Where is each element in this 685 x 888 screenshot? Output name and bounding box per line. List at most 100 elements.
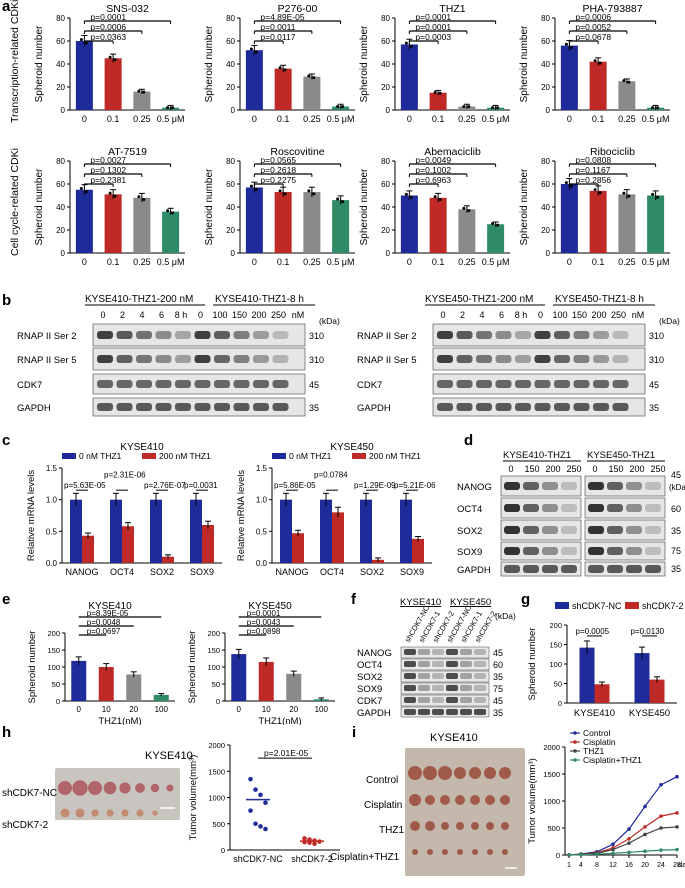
blot-band: [554, 403, 570, 411]
y-tick-label: 0: [231, 106, 236, 115]
y-tick-label: 40: [381, 60, 390, 69]
bar: [412, 538, 424, 563]
x-tick-label: 0.25: [458, 114, 476, 124]
blot-band: [446, 709, 458, 715]
blot-strip: [584, 519, 666, 541]
x-tick-label: 0.25: [133, 257, 151, 267]
blot-band: [437, 331, 453, 339]
x-tick-label: KYSE410: [574, 708, 615, 719]
tumor-image-i: [408, 766, 517, 869]
p-value: p=5.63E-05: [64, 481, 106, 490]
x-tick-label: 10: [102, 705, 111, 714]
y-tick-label: 80: [226, 157, 235, 166]
data-point: [643, 825, 647, 829]
x-tick-label: 0: [77, 705, 82, 714]
p-value: p=0.0130: [631, 627, 665, 636]
y-tick-label: 200: [207, 629, 220, 638]
y-tick-label: 50: [554, 680, 562, 689]
lane-label: 0: [592, 464, 597, 474]
y-axis-label: Spheroid number: [34, 25, 45, 102]
lane-label: 0: [100, 310, 105, 320]
blot-band: [495, 403, 512, 411]
y-tick-label: 1.5: [46, 464, 58, 473]
data-point: [491, 106, 495, 110]
blot-band: [645, 504, 661, 512]
x-tick-label: 24: [657, 862, 665, 869]
tumor: [88, 781, 102, 795]
blot-row-label: RNAP II Ser 2: [17, 331, 77, 342]
x-tick-label: 0.25: [618, 257, 636, 267]
blot-strip: [500, 519, 582, 541]
y-tick-label: 0: [546, 249, 551, 258]
p-value: p=0.0049: [415, 155, 451, 165]
tumor: [106, 809, 114, 817]
blot-row-label: GAPDH: [357, 708, 391, 719]
x-tick-label: 0.1: [592, 114, 605, 124]
panel-label-f: f: [351, 591, 356, 608]
kda-value: 310: [309, 331, 324, 341]
bar: [360, 499, 372, 563]
lane-label: 6: [499, 310, 504, 320]
data-point: [643, 849, 647, 854]
y-tick-label: 200: [47, 629, 60, 638]
tumor: [500, 795, 510, 805]
blot-strip: [400, 646, 490, 659]
data-point: [84, 190, 88, 194]
data-point: [569, 184, 573, 188]
y-tick-label: 0: [61, 249, 66, 258]
data-point: [404, 192, 408, 196]
data-point: [249, 184, 253, 188]
chart-title: SNS-032: [106, 3, 149, 15]
data-point: [611, 847, 615, 852]
y-tick-label: 0.5: [46, 527, 58, 536]
blot-band: [155, 355, 172, 363]
y-axis-label: Spheroid number: [359, 25, 370, 102]
blot-strip: [400, 670, 490, 683]
data-point: [248, 776, 253, 782]
blot-band: [645, 526, 661, 534]
data-point: [254, 50, 258, 54]
bar: [162, 211, 180, 253]
lane-label: 150: [572, 310, 587, 320]
tumor: [457, 849, 463, 855]
data-point: [108, 191, 112, 195]
data-point: [409, 44, 413, 48]
tumor: [152, 810, 158, 816]
y-tick-label: 60: [56, 37, 65, 46]
bar: [400, 44, 418, 111]
y-tick-label: 80: [226, 14, 235, 23]
x-tick-label: 0: [237, 705, 242, 714]
kda-value: 35: [493, 708, 503, 718]
bar: [332, 200, 350, 253]
x-tick-label: 0.1: [107, 114, 120, 124]
blot-band: [460, 697, 472, 703]
blot-header-1: KYSE410-THZ1-200 nM: [85, 294, 193, 305]
y-tick-label: 60: [226, 37, 235, 46]
legend-marker: [573, 749, 577, 753]
y-tick-label: 0.0: [46, 559, 58, 568]
y-tick-label: 20: [226, 83, 235, 92]
blot-band: [432, 685, 444, 691]
blot-band: [542, 504, 558, 512]
y-tick-label: 100: [47, 663, 60, 672]
x-tick-label: 0.5 μM: [482, 114, 510, 124]
x-tick-label: 0.1: [592, 257, 605, 267]
y-axis-label: Tumor volume(mm³): [527, 758, 538, 844]
data-point: [569, 46, 573, 50]
blot-band: [253, 331, 269, 339]
data-point: [627, 850, 631, 855]
x-tick-label: 10: [262, 705, 271, 714]
bar: [110, 499, 122, 563]
x-tick-label: 28: [673, 862, 681, 869]
p-value: p=0.0001: [415, 12, 451, 22]
lane-label: 6: [159, 310, 164, 320]
blot-band: [626, 504, 642, 512]
data-point: [627, 194, 631, 198]
legend-label: 0 nM THZ1: [79, 451, 122, 461]
lane-label: 0: [508, 464, 513, 474]
blot-band: [626, 526, 642, 534]
blot-band: [593, 331, 609, 339]
x-tick-label: 12: [609, 862, 617, 869]
lane-label: 0: [440, 310, 445, 320]
data-point: [278, 66, 282, 70]
